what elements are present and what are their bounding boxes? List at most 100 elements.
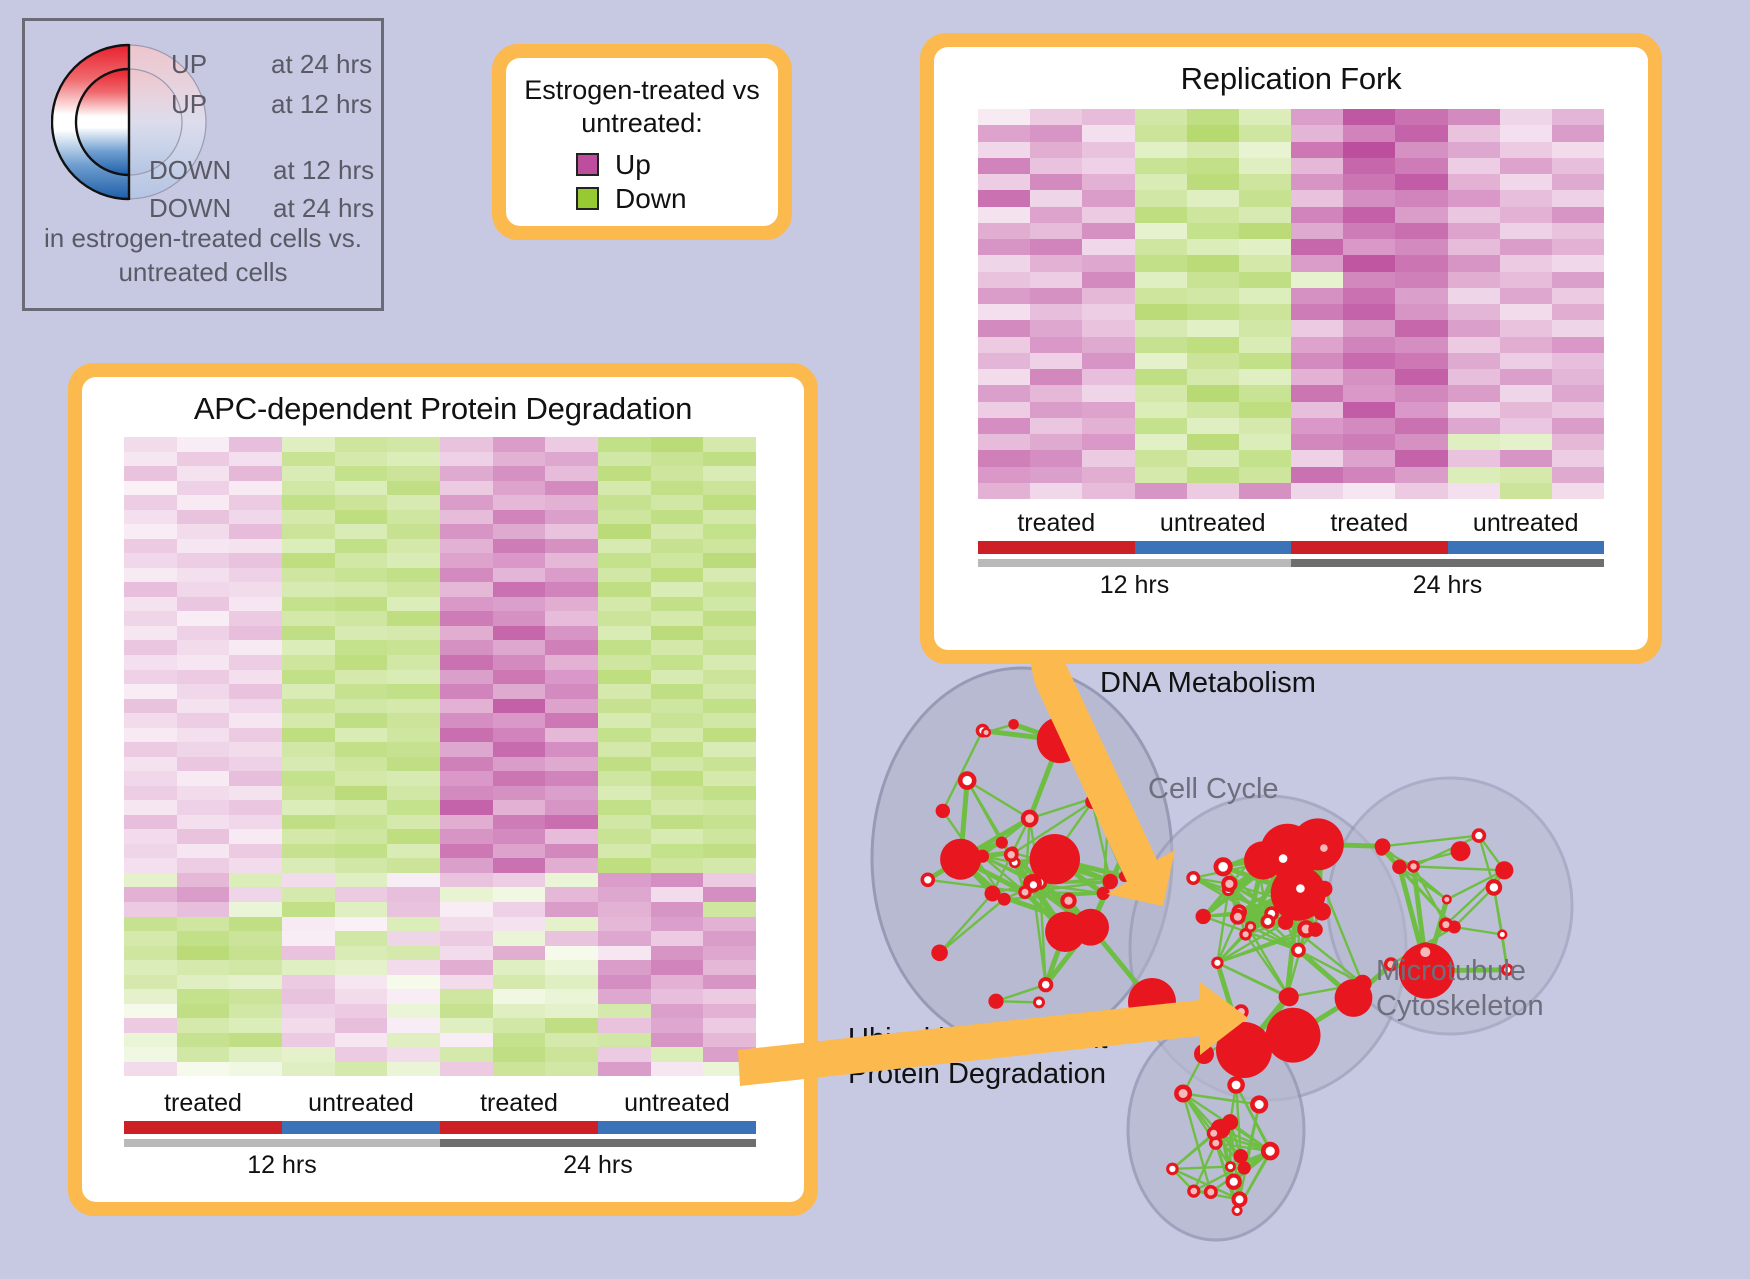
heatmap-cell bbox=[176, 437, 230, 452]
heatmap-cell bbox=[545, 902, 599, 917]
network-node-core bbox=[1021, 888, 1029, 896]
heatmap-cell bbox=[387, 974, 441, 990]
heatmap-cell bbox=[229, 902, 283, 917]
heatmap-cell bbox=[334, 872, 388, 888]
heatmap-cell bbox=[387, 582, 441, 597]
heatmap-cell bbox=[1447, 190, 1500, 207]
heatmap-cell bbox=[1186, 271, 1239, 288]
network-node[interactable] bbox=[1045, 911, 1086, 952]
heatmap-cell bbox=[282, 814, 335, 830]
heatmap-column bbox=[334, 437, 388, 1077]
heatmap-cell bbox=[650, 916, 704, 932]
heatmap-cell bbox=[1238, 239, 1292, 256]
heatmap-cell bbox=[703, 654, 757, 670]
network-node[interactable] bbox=[1265, 1007, 1321, 1063]
heatmap-cell bbox=[176, 785, 230, 801]
network-node-core bbox=[1242, 931, 1249, 938]
heatmap-cell bbox=[1395, 320, 1448, 337]
heatmap-cell bbox=[650, 858, 704, 873]
heatmap-cell bbox=[1447, 417, 1500, 434]
heatmap-cell bbox=[334, 756, 388, 772]
heatmap-cell bbox=[334, 466, 388, 481]
axis-group-label: treated bbox=[1330, 509, 1409, 537]
heatmap-cell bbox=[1551, 320, 1605, 337]
heatmap-cell bbox=[440, 596, 493, 612]
network-edge bbox=[981, 817, 1031, 858]
network-node-core bbox=[1029, 881, 1037, 889]
network-node-core bbox=[1504, 966, 1511, 973]
heatmap-cell bbox=[176, 553, 230, 568]
heatmap-cell bbox=[703, 814, 757, 830]
heatmap-column bbox=[1395, 109, 1448, 499]
heatmap-cell bbox=[1551, 336, 1605, 353]
heatmap-cell bbox=[545, 538, 599, 554]
heatmap-cell bbox=[703, 437, 757, 452]
heatmap-cell bbox=[387, 989, 441, 1004]
heatmap-cell bbox=[124, 843, 177, 859]
network-node-core bbox=[1499, 865, 1509, 875]
heatmap-cell bbox=[387, 698, 441, 714]
heatmap-cell bbox=[1343, 385, 1396, 402]
axis-group-label: untreated bbox=[1472, 509, 1579, 537]
heatmap-cell bbox=[1030, 141, 1083, 158]
heatmap-cell bbox=[334, 742, 388, 757]
heatmap-cell bbox=[1447, 141, 1500, 158]
network-edge bbox=[941, 730, 984, 812]
heatmap-cell bbox=[1134, 401, 1187, 418]
heatmap-cell bbox=[545, 858, 599, 873]
network-node[interactable] bbox=[940, 838, 982, 880]
heatmap-cell bbox=[124, 698, 177, 714]
heatmap-cell bbox=[282, 916, 335, 932]
network-node-core bbox=[935, 948, 944, 957]
network-node-core bbox=[1278, 854, 1288, 863]
heatmap-cell bbox=[1499, 109, 1552, 126]
heatmap-cell bbox=[334, 698, 388, 714]
heatmap-cell bbox=[176, 669, 230, 685]
heatmap-cell bbox=[387, 495, 441, 510]
heatmap-cell bbox=[1343, 239, 1396, 256]
heatmap-cell bbox=[1134, 434, 1187, 451]
network-node[interactable] bbox=[1128, 978, 1176, 1026]
heatmap-cell bbox=[703, 771, 757, 786]
heatmap-column bbox=[1447, 109, 1500, 499]
heatmap-cell bbox=[229, 771, 283, 786]
heatmap-cell bbox=[492, 785, 546, 801]
network-node[interactable] bbox=[1398, 942, 1455, 999]
heatmap-cell bbox=[387, 814, 441, 830]
network-edge bbox=[1182, 1092, 1260, 1106]
heatmap-cell bbox=[334, 509, 388, 525]
heatmap-cell bbox=[545, 887, 599, 902]
heatmap-cell bbox=[492, 466, 546, 481]
heatmap-cell bbox=[1238, 157, 1292, 174]
heatmap-cell bbox=[703, 669, 757, 685]
heatmap-cell bbox=[1186, 206, 1239, 223]
heatmap-cell bbox=[1291, 271, 1344, 288]
heatmap-cell bbox=[492, 945, 546, 961]
heatmap-cell bbox=[387, 437, 441, 452]
heatmap-cell bbox=[334, 524, 388, 539]
network-node-core bbox=[1387, 960, 1395, 968]
heatmap-cell bbox=[598, 785, 651, 801]
network-edge bbox=[938, 892, 994, 954]
heatmap-cell bbox=[387, 1047, 441, 1062]
network-node-core bbox=[988, 889, 997, 898]
network-edge bbox=[1446, 869, 1505, 901]
heatmap-column bbox=[1551, 109, 1605, 499]
network-node[interactable] bbox=[1036, 717, 1083, 764]
heatmap-cell bbox=[1447, 239, 1500, 256]
heatmap-cell bbox=[978, 125, 1031, 142]
heatmap-cell bbox=[1134, 190, 1187, 207]
key-direction-up-12: UP bbox=[171, 89, 208, 119]
axis-group-bar bbox=[1134, 541, 1291, 554]
heatmap-cell bbox=[440, 742, 493, 757]
heatmap-cell bbox=[1238, 109, 1292, 126]
heatmap-cell bbox=[598, 437, 651, 452]
network-node-core bbox=[1106, 789, 1114, 797]
heatmap-cell bbox=[1343, 141, 1396, 158]
heatmap-cell bbox=[1186, 222, 1239, 239]
axis-replication-fork: treated untreated treated untreated 12 hrs 2… bbox=[978, 509, 1604, 600]
heatmap-cell bbox=[1186, 482, 1239, 499]
network-node[interactable] bbox=[1216, 1022, 1272, 1078]
heatmap-cell bbox=[1134, 320, 1187, 337]
heatmap-cell bbox=[703, 524, 757, 539]
